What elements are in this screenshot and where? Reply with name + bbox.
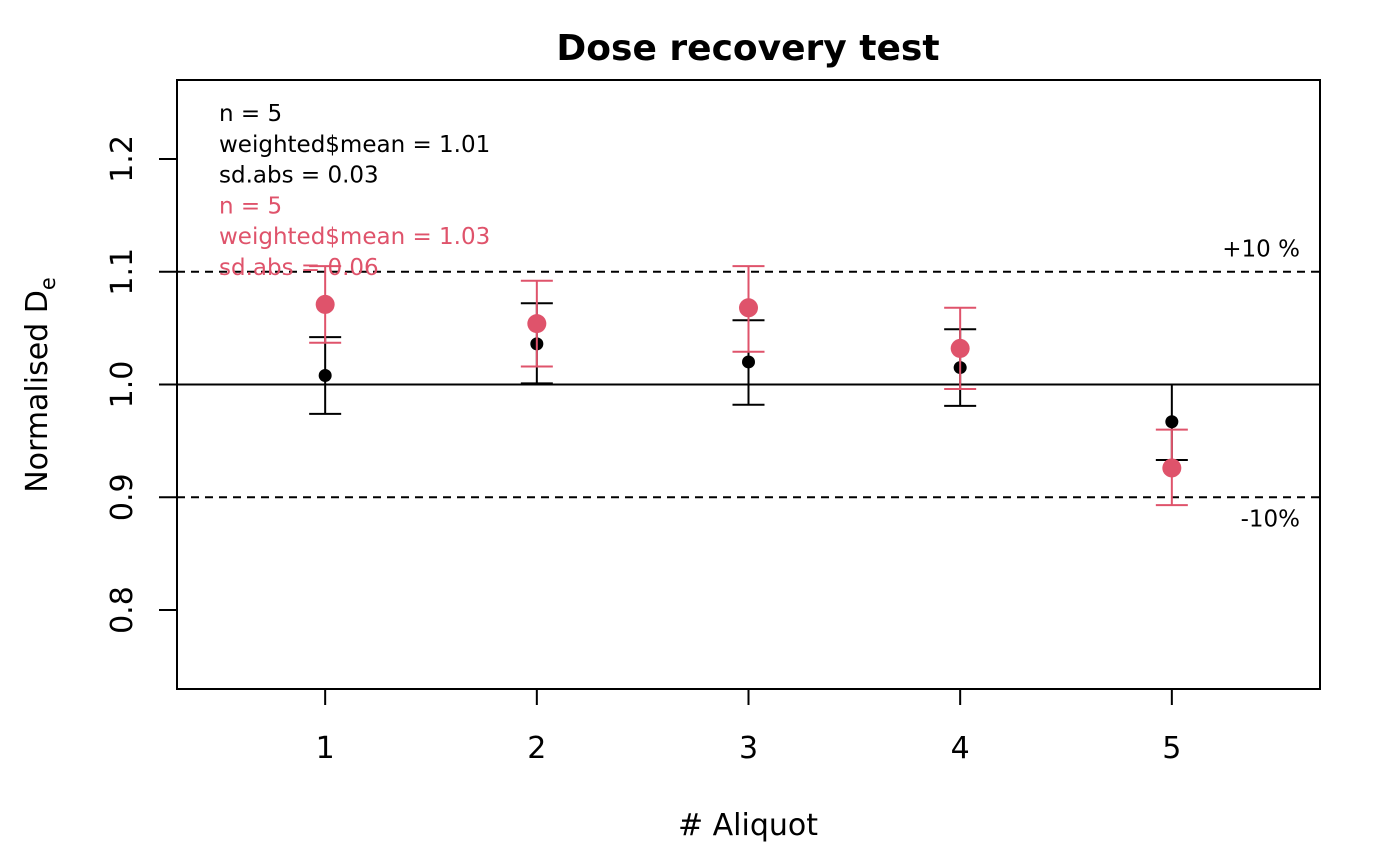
data-point	[950, 338, 970, 358]
y-tick-label: 0.8	[105, 586, 140, 634]
annotation-text: sd.abs = 0.06	[219, 255, 379, 281]
data-point	[527, 314, 547, 334]
y-axis-label-main: Normalised D	[20, 290, 55, 493]
y-tick-label: 1.1	[105, 248, 140, 296]
data-point	[742, 355, 755, 369]
x-tick-label: 5	[1162, 731, 1181, 766]
x-tick-label: 1	[316, 731, 335, 766]
x-tick-label: 3	[739, 731, 758, 766]
data-point	[739, 298, 758, 318]
y-tick-label: 1.2	[105, 135, 140, 183]
data-point	[1165, 415, 1179, 429]
data-series	[309, 265, 1188, 507]
data-point	[315, 294, 335, 314]
annotation-text: weighted$mean = 1.01	[219, 132, 490, 158]
reference-line-label: +10 %	[1222, 237, 1300, 263]
x-tick-label: 2	[527, 731, 546, 766]
x-tick-label: 4	[951, 731, 970, 766]
y-axis-label: Normalised De	[20, 277, 60, 493]
annotation-text: sd.abs = 0.03	[219, 163, 379, 189]
annotation-text: n = 5	[219, 101, 282, 127]
reference-line-label: -10%	[1241, 506, 1300, 532]
data-point	[318, 368, 332, 382]
y-tick-label: 1.0	[105, 361, 140, 409]
chart-title: Dose recovery test	[556, 28, 939, 69]
y-axis-label-subscript: e	[36, 277, 60, 290]
y-tick-label: 0.9	[105, 473, 140, 521]
x-axis-label: # Aliquot	[678, 808, 818, 843]
data-point	[1162, 458, 1182, 478]
annotation-text: n = 5	[219, 193, 282, 219]
annotation-text: weighted$mean = 1.03	[219, 224, 490, 250]
